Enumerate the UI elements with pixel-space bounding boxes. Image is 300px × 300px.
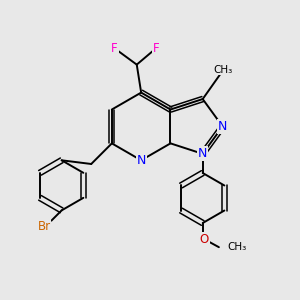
- Text: O: O: [200, 233, 209, 246]
- Text: F: F: [111, 42, 118, 55]
- Text: CH₃: CH₃: [213, 64, 232, 75]
- Text: N: N: [136, 154, 146, 167]
- Text: Br: Br: [38, 220, 51, 233]
- Text: CH₃: CH₃: [228, 242, 247, 252]
- Text: N: N: [218, 120, 227, 133]
- Text: N: N: [198, 147, 207, 160]
- Text: F: F: [153, 42, 159, 55]
